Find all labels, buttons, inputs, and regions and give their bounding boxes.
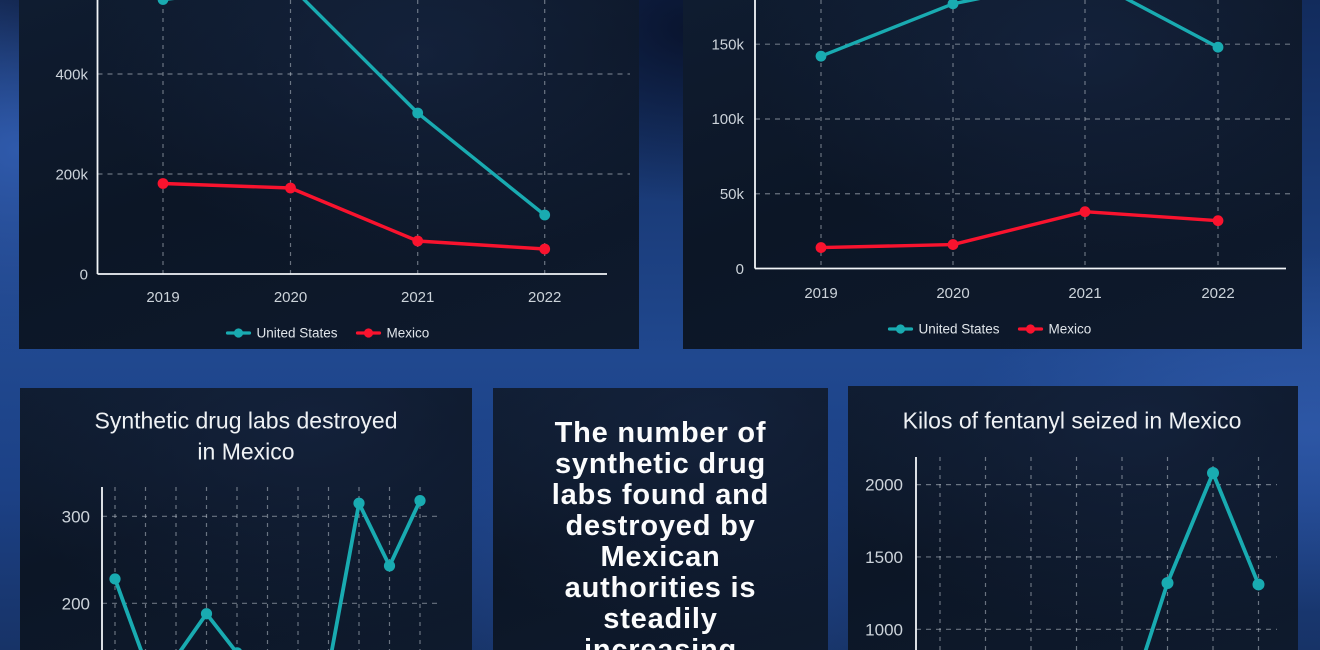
callout-line: labs found and bbox=[551, 479, 770, 511]
callout-line: Mexican bbox=[600, 541, 721, 573]
callout-line: steadily bbox=[603, 603, 718, 635]
panel-text-callout: The number of synthetic drug labs found … bbox=[493, 388, 828, 650]
panel-chart-top-left bbox=[19, 0, 639, 349]
panel-chart-fentanyl-seized bbox=[848, 386, 1298, 650]
callout-line: synthetic drug bbox=[555, 448, 766, 480]
panel-chart-top-right bbox=[683, 0, 1302, 349]
callout-line: increasing bbox=[583, 634, 738, 650]
callout-line: destroyed by bbox=[565, 510, 756, 542]
callout-text: The number of synthetic drug labs found … bbox=[493, 418, 828, 650]
callout-line: authorities is bbox=[564, 572, 757, 604]
panel-chart-labs-destroyed bbox=[20, 388, 472, 650]
callout-line: The number of bbox=[554, 417, 767, 449]
